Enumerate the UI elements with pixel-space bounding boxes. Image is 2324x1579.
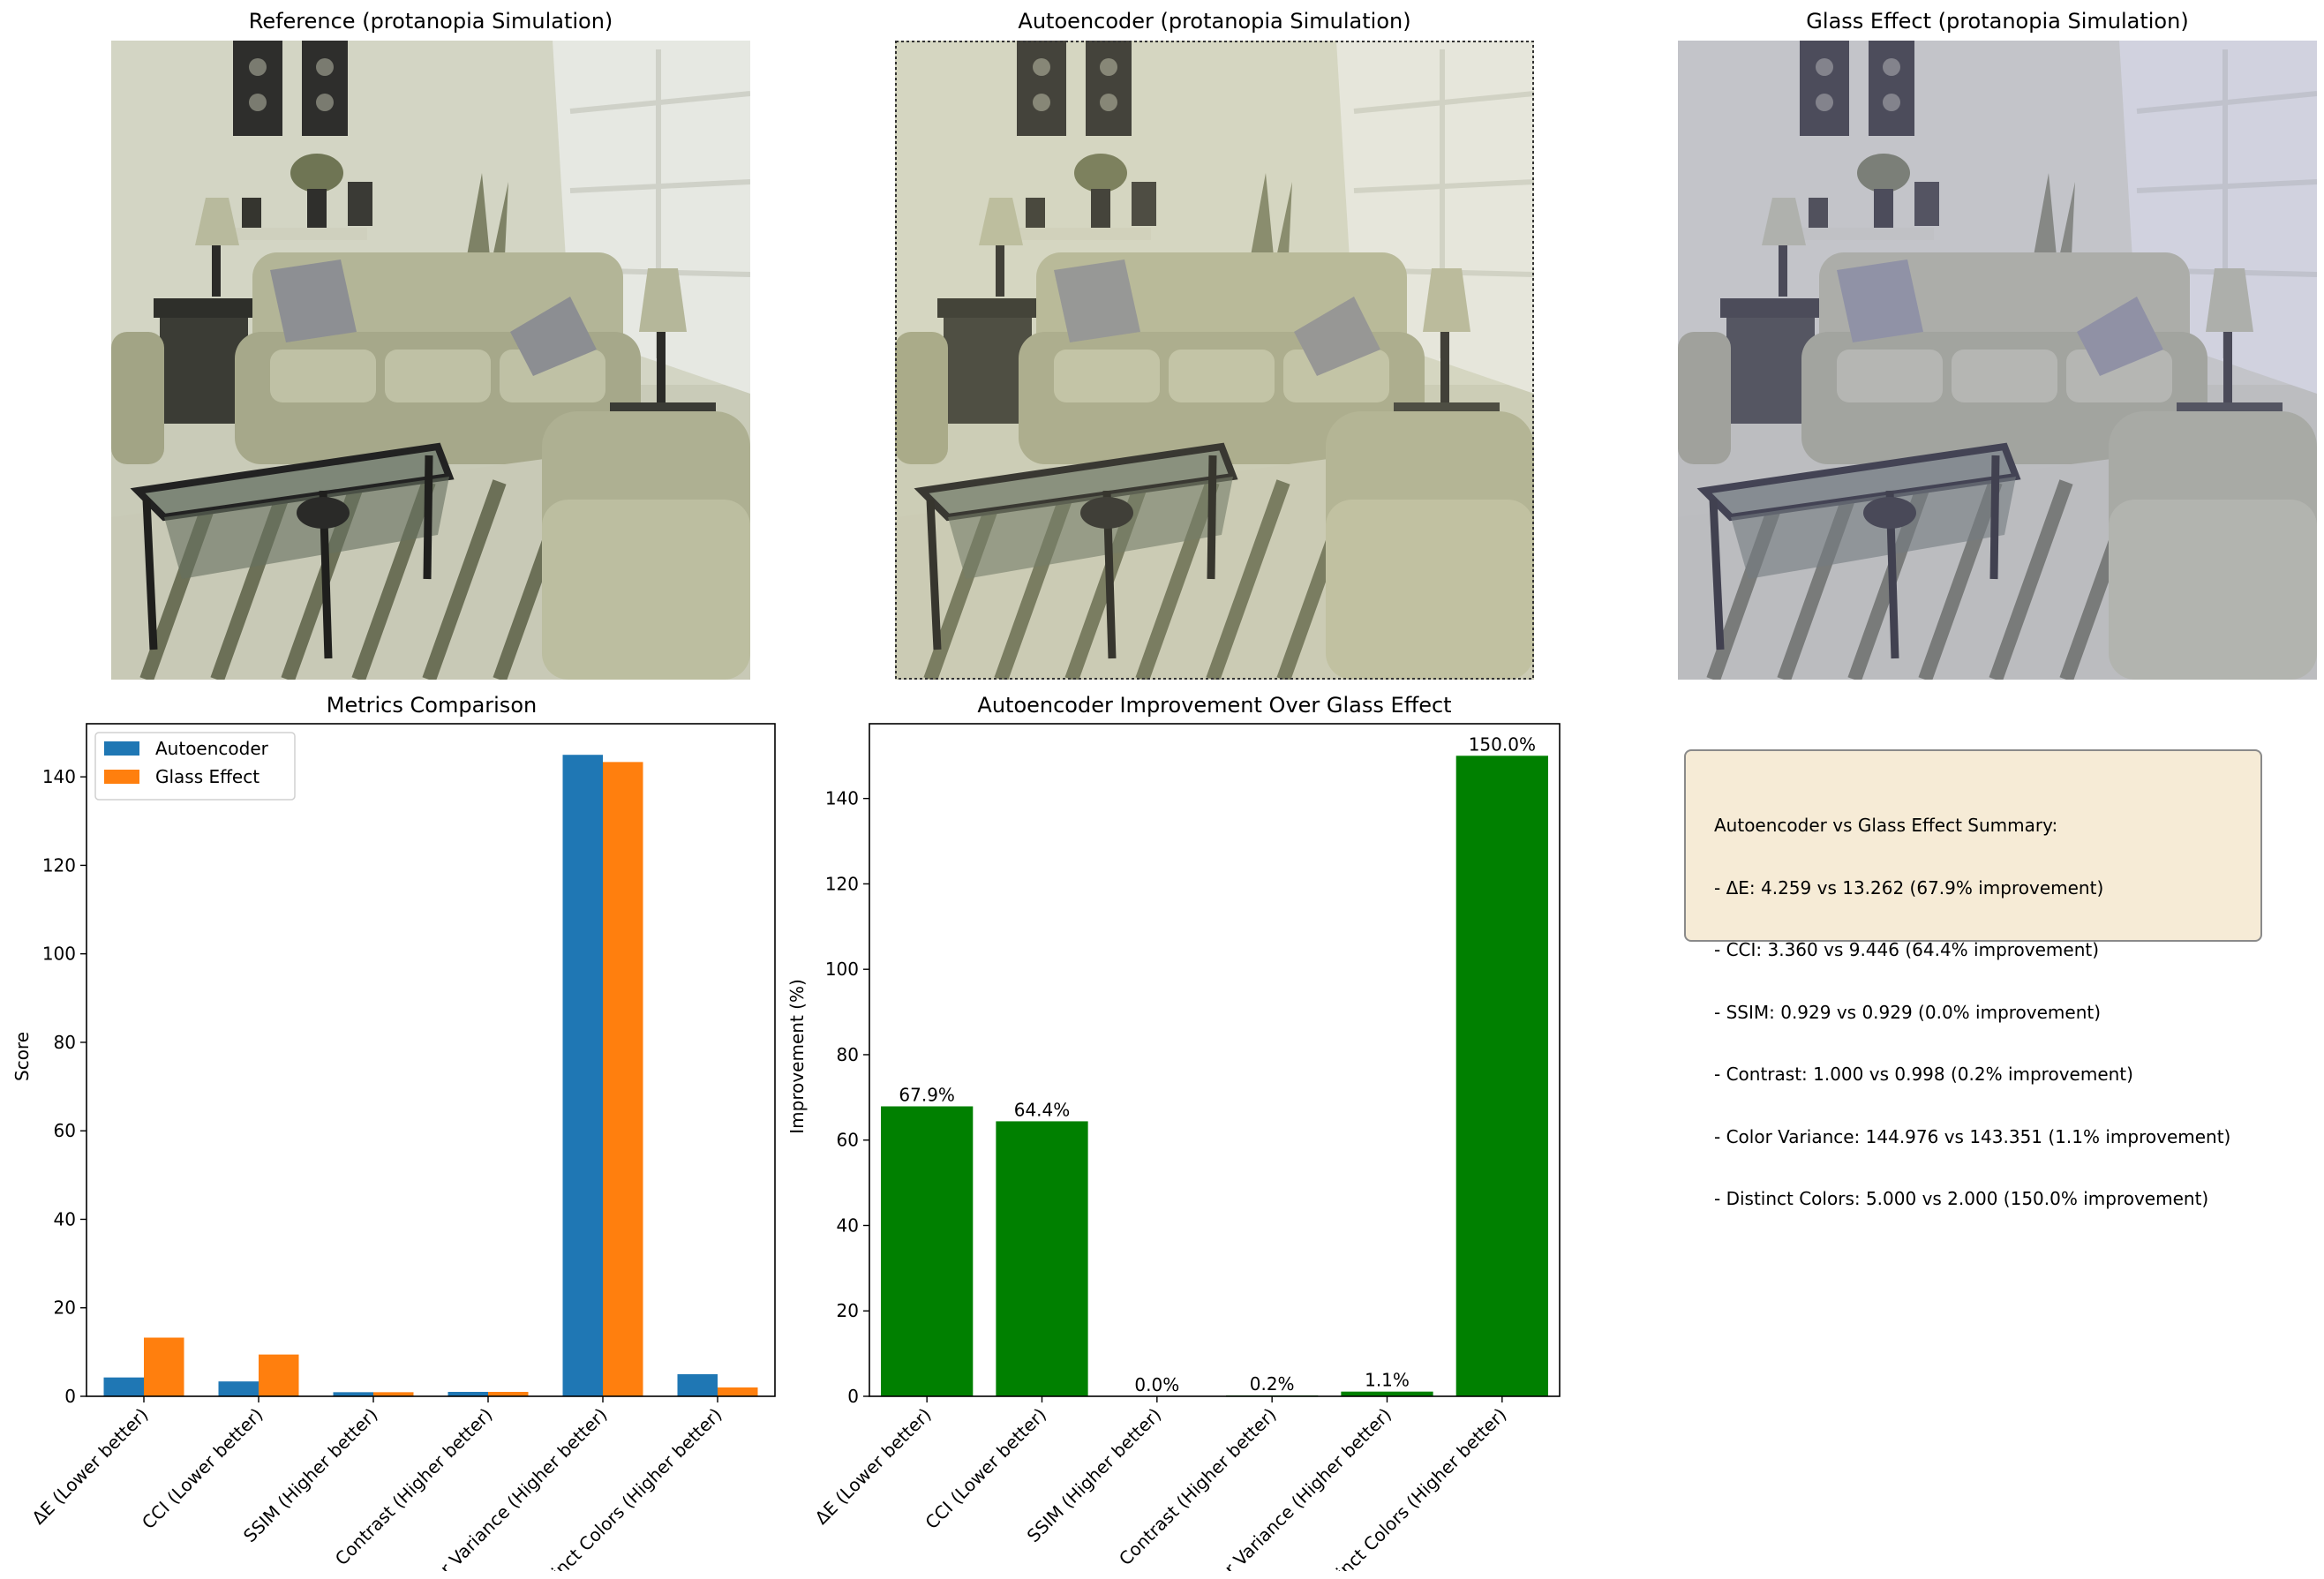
bar-autoencoder [218, 1381, 259, 1396]
legend-swatch-autoencoder [104, 741, 139, 756]
summary-line-color-variance: - Color Variance: 144.976 vs 143.351 (1.… [1714, 1125, 2231, 1147]
y-tick-label: 60 [54, 1120, 76, 1141]
y-tick-label: 20 [54, 1297, 76, 1319]
y-tick-label: 100 [42, 944, 76, 965]
reference-image [111, 41, 750, 680]
y-tick-label: 40 [54, 1208, 76, 1229]
improvement-bar [996, 1121, 1088, 1396]
y-tick-label: 120 [42, 854, 76, 876]
bar-glass-effect [488, 1391, 529, 1396]
autoencoder-panel-title: Autoencoder (protanopia Simulation) [1018, 9, 1411, 34]
chart2-ylabel: Improvement (%) [786, 979, 808, 1134]
legend-label-autoencoder: Autoencoder [155, 738, 269, 759]
bar-autoencoder [677, 1373, 718, 1396]
summary-line-contrast: - Contrast: 1.000 vs 0.998 (0.2% improve… [1714, 1064, 2133, 1085]
bar-autoencoder [333, 1392, 373, 1396]
y-tick-label: 80 [54, 1032, 76, 1053]
chart1-title: Metrics Comparison [327, 693, 537, 718]
x-tick-label: CCI (Lower better) [921, 1404, 1050, 1534]
bar-glass-effect [603, 762, 643, 1396]
summary-line-distinct-colors: - Distinct Colors: 5.000 vs 2.000 (150.0… [1714, 1188, 2209, 1209]
chart1-ylabel: Score [11, 1032, 33, 1081]
summary-heading: Autoencoder vs Glass Effect Summary: [1714, 815, 2058, 836]
improvement-data-label: 150.0% [1469, 733, 1536, 755]
y-tick-label: 120 [825, 873, 859, 894]
summary-line-delta-e: - ΔE: 4.259 vs 13.262 (67.9% improvement… [1714, 876, 2104, 899]
improvement-bar [1341, 1391, 1433, 1396]
y-tick-label: 0 [847, 1386, 859, 1407]
improvement-data-label: 0.2% [1250, 1373, 1295, 1395]
x-tick-label: CCI (Lower better) [138, 1404, 267, 1534]
improvement-bar [1455, 756, 1548, 1396]
improvement-chart: Autoencoder Improvement Over Glass Effec… [786, 693, 1561, 1571]
bar-autoencoder [103, 1377, 144, 1396]
legend-label-glass: Glass Effect [155, 766, 259, 787]
x-tick-label: Distinct Colors (Higher better) [1307, 1404, 1510, 1571]
chart1-legend: Autoencoder Glass Effect [94, 732, 296, 801]
summary-box: Autoencoder vs Glass Effect Summary: - Δ… [1684, 749, 2262, 1209]
glass-effect-image [1678, 41, 2317, 680]
improvement-data-label: 0.0% [1134, 1374, 1179, 1395]
y-tick-label: 100 [825, 959, 859, 980]
improvement-data-label: 64.4% [1014, 1099, 1071, 1120]
improvement-data-label: 1.1% [1365, 1370, 1410, 1391]
autoencoder-image [895, 41, 1534, 680]
summary-line-ssim: - SSIM: 0.929 vs 0.929 (0.0% improvement… [1714, 1001, 2102, 1023]
x-tick-label: Distinct Colors (Higher better) [523, 1404, 726, 1571]
glass-panel-title: Glass Effect (protanopia Simulation) [1806, 9, 2189, 34]
bar-glass-effect [144, 1337, 184, 1396]
summary-line-cci: - CCI: 3.360 vs 9.446 (64.4% improvement… [1714, 939, 2100, 960]
bar-autoencoder [448, 1391, 488, 1396]
x-tick-label: ΔE (Lower better) [27, 1404, 152, 1529]
y-tick-label: 80 [837, 1044, 859, 1065]
bar-glass-effect [373, 1392, 414, 1396]
legend-swatch-glass [104, 770, 139, 784]
bar-glass-effect [259, 1354, 299, 1396]
y-tick-label: 20 [837, 1300, 859, 1321]
reference-panel-title: Reference (protanopia Simulation) [248, 9, 613, 34]
x-tick-label: ΔE (Lower better) [810, 1404, 935, 1529]
chart2-title: Autoencoder Improvement Over Glass Effec… [977, 693, 1451, 718]
y-tick-label: 40 [837, 1214, 859, 1236]
improvement-data-label: 67.9% [899, 1084, 955, 1105]
y-tick-label: 140 [825, 788, 859, 809]
y-tick-label: 0 [64, 1386, 76, 1407]
metrics-comparison-chart: Metrics Comparison Score 0 20 40 60 80 100 120… [11, 693, 776, 1571]
bar-glass-effect [718, 1387, 758, 1396]
bar-autoencoder [562, 755, 603, 1396]
improvement-bar [881, 1106, 974, 1396]
y-tick-label: 60 [837, 1130, 859, 1151]
y-tick-label: 140 [42, 766, 76, 787]
